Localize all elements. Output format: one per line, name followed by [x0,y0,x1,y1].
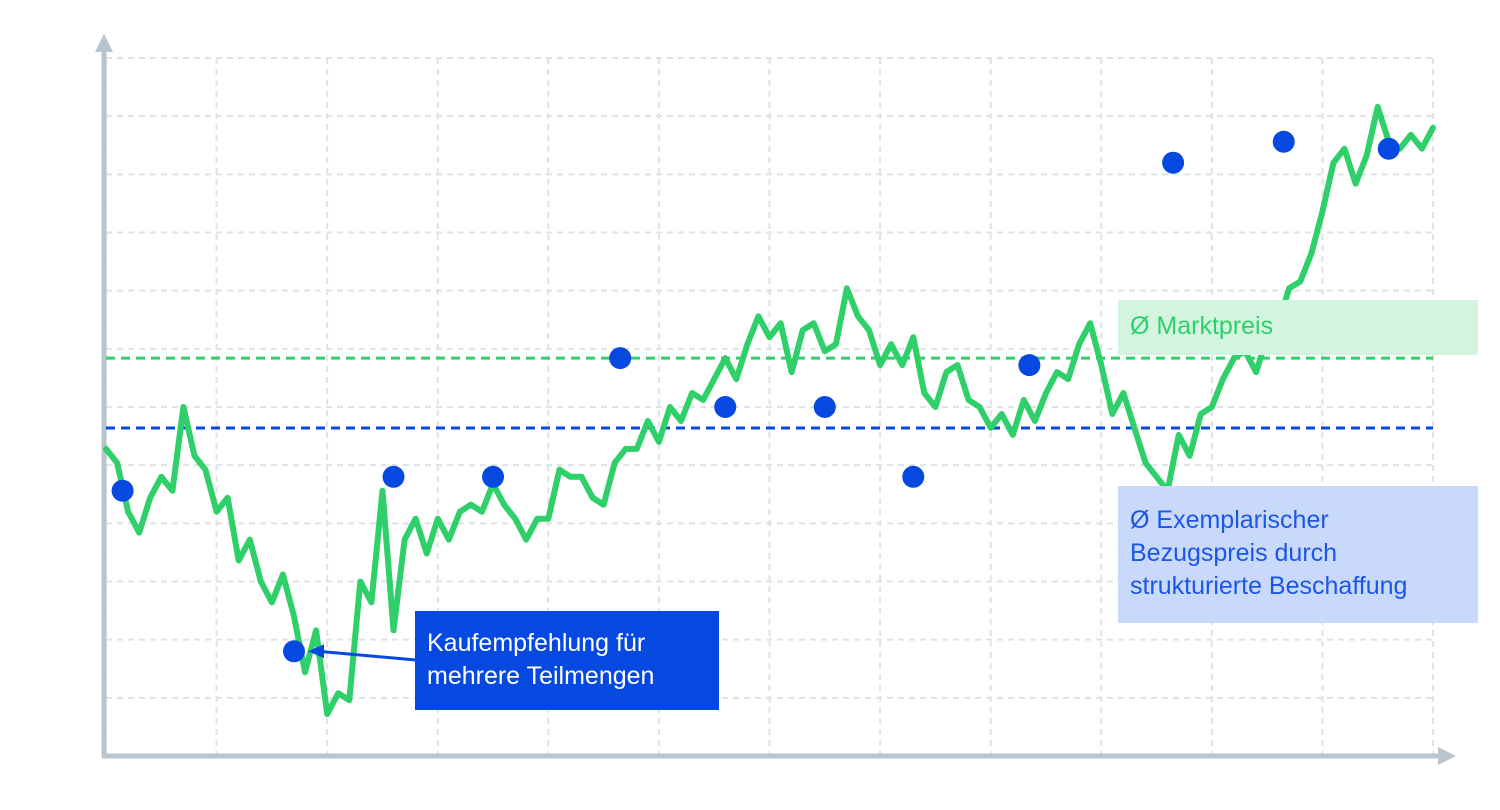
purchase-point [813,396,836,418]
reference-lines [106,356,1433,430]
supply-price-line-3: strukturierte Beschaffung [1130,572,1408,600]
supply-price-line-1: Ø Exemplarischer [1130,506,1329,534]
purchase-point [111,479,134,502]
purchase-point [282,640,305,663]
market-price-text: Ø Marktpreis [1130,312,1274,340]
price-series [103,103,1436,718]
average-market-price-label: Ø Marktpreis [1118,300,1478,355]
recommendation-line-1: Kaufempfehlung für [427,629,646,657]
purchase-point [1018,354,1041,377]
purchase-point [714,396,737,418]
purchase-points [111,130,1400,663]
chart-axes [95,34,1456,765]
purchase-point [1377,137,1400,160]
purchase-point [382,465,405,488]
purchase-point [902,465,925,488]
x-axis-arrow-icon [1438,747,1456,765]
annotation-arrow [307,644,417,662]
arrow-shaft [317,649,417,662]
recommendation-line-2: mehrere Teilmengen [427,662,655,690]
purchase-recommendation-label: Kaufempfehlung für mehrere Teilmengen [415,611,719,710]
purchase-point [1272,130,1295,153]
market-price-line [103,103,1436,718]
average-supply-price-label: Ø Exemplarischer Bezugspreis durch struk… [1118,486,1478,623]
supply-price-line-2: Bezugspreis durch [1130,539,1338,567]
purchase-point [609,347,632,370]
chart-grid [105,57,1434,756]
purchase-point [1162,151,1185,174]
purchase-point [482,465,505,488]
y-axis-arrow-icon [95,34,113,52]
arrow-head-icon [307,644,324,659]
